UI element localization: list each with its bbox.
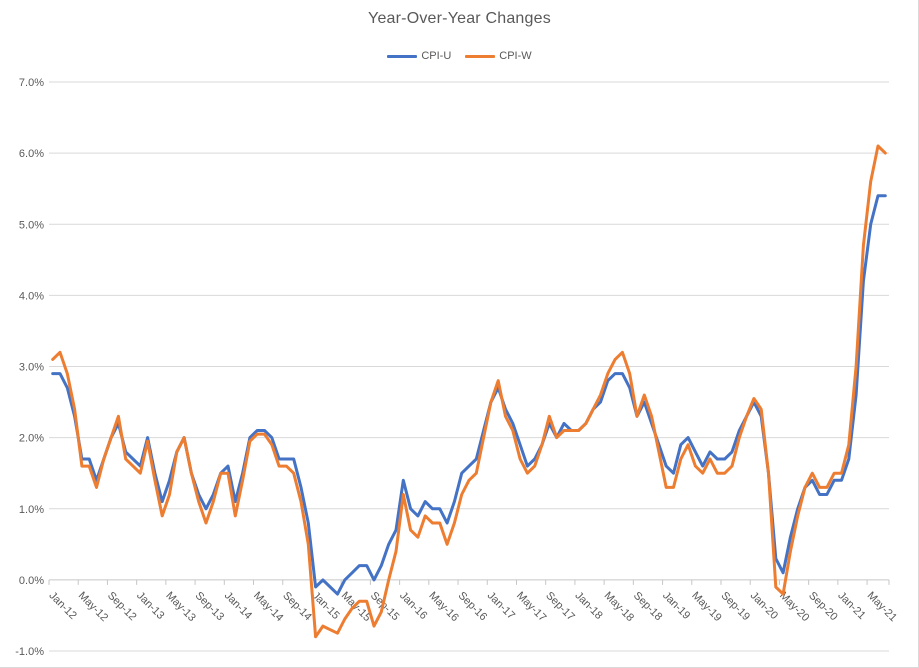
legend-item-cpi-w[interactable]: CPI-W <box>465 50 532 62</box>
x-axis-tick-label: Jan-19 <box>660 590 692 622</box>
legend-label-cpi-u: CPI-U <box>421 50 452 62</box>
x-axis-tick-label: Jan-21 <box>835 590 867 622</box>
legend: CPI-U CPI-W <box>0 50 919 62</box>
x-axis-tick-label: Sep-19 <box>719 590 753 624</box>
legend-line-swatch-cpi-u <box>387 54 418 58</box>
x-axis-tick-label: Jan-14 <box>222 590 254 622</box>
chart-title: Year-Over-Year Changes <box>368 10 551 27</box>
x-axis-tick-label: Sep-18 <box>631 590 665 624</box>
x-axis-tick-label: Sep-13 <box>193 590 227 624</box>
x-axis-tick-label: May-21 <box>865 590 899 624</box>
x-axis-tick-label: May-12 <box>76 590 110 624</box>
y-axis-tick-label: 2.0% <box>19 433 44 445</box>
x-axis-tick-label: Jan-18 <box>572 590 604 622</box>
x-axis-tick-label: Sep-20 <box>806 590 840 624</box>
y-axis-tick-label: 6.0% <box>19 148 44 160</box>
x-axis-tick-label: May-19 <box>689 590 723 624</box>
x-axis-tick-label: Jan-17 <box>485 590 517 622</box>
x-axis-tick-label: Jan-16 <box>397 590 429 622</box>
x-axis-tick-label: May-14 <box>251 590 285 624</box>
legend-item-cpi-u[interactable]: CPI-U <box>387 50 451 62</box>
x-axis-tick-label: Sep-14 <box>280 590 314 624</box>
y-axis-tick-label: 4.0% <box>19 290 44 302</box>
y-axis-tick-label: 3.0% <box>19 362 44 374</box>
legend-label-cpi-w: CPI-W <box>499 50 532 62</box>
y-axis-tick-label: 1.0% <box>19 504 44 516</box>
y-axis-tick-label: 7.0% <box>19 77 44 89</box>
x-axis-tick-label: Sep-12 <box>105 590 139 624</box>
x-axis-tick-label: May-18 <box>602 590 636 624</box>
x-axis-tick-label: May-17 <box>514 590 548 624</box>
x-axis-tick-label: Jan-13 <box>134 590 166 622</box>
series-line-cpi-w[interactable] <box>51 144 887 639</box>
x-axis-tick-label: Jan-20 <box>748 590 780 622</box>
series-line-cpi-u[interactable] <box>51 194 887 596</box>
legend-line-swatch-cpi-w <box>465 54 496 58</box>
y-axis-tick-label: 5.0% <box>19 219 44 231</box>
y-axis-tick-label: -1.0% <box>15 646 44 658</box>
x-axis-tick-label: Sep-17 <box>543 590 577 624</box>
x-axis-tick-label: May-16 <box>426 590 460 624</box>
x-axis-tick-label: May-13 <box>163 590 197 624</box>
y-axis-tick-label: 0.0% <box>19 575 44 587</box>
x-axis-tick-label: Jan-12 <box>47 590 79 622</box>
x-axis-tick-label: Sep-16 <box>456 590 490 624</box>
